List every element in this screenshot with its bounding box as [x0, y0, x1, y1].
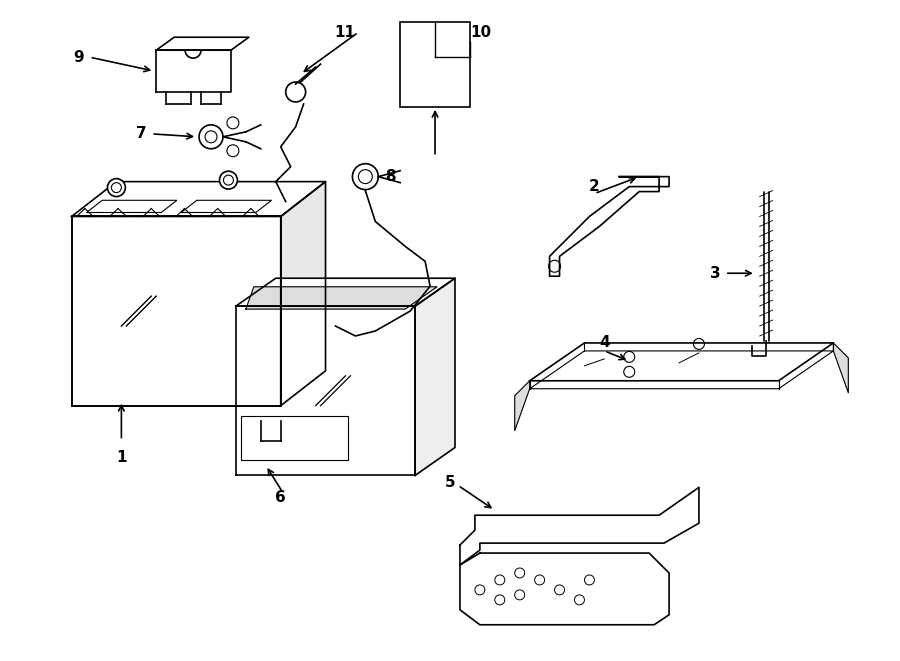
- Polygon shape: [550, 176, 669, 276]
- Circle shape: [199, 125, 223, 149]
- Circle shape: [227, 117, 239, 129]
- Circle shape: [515, 590, 525, 600]
- Text: 5: 5: [445, 475, 455, 490]
- Circle shape: [475, 585, 485, 595]
- Bar: [400, 22, 470, 107]
- Circle shape: [285, 82, 306, 102]
- Circle shape: [495, 575, 505, 585]
- Circle shape: [694, 338, 705, 350]
- Text: 1: 1: [116, 451, 127, 465]
- Circle shape: [584, 575, 594, 585]
- Text: 2: 2: [589, 179, 599, 194]
- Circle shape: [205, 131, 217, 143]
- Polygon shape: [236, 278, 455, 306]
- Polygon shape: [236, 306, 415, 475]
- Text: 3: 3: [710, 266, 721, 281]
- Circle shape: [495, 595, 505, 605]
- Polygon shape: [460, 487, 699, 565]
- Text: 4: 4: [599, 335, 609, 350]
- Circle shape: [323, 316, 347, 340]
- Circle shape: [329, 322, 341, 334]
- Polygon shape: [281, 182, 326, 406]
- Circle shape: [624, 366, 634, 377]
- Polygon shape: [157, 37, 248, 50]
- Polygon shape: [181, 200, 272, 212]
- Text: 6: 6: [274, 490, 285, 505]
- Text: 7: 7: [136, 126, 147, 141]
- Text: 11: 11: [335, 24, 356, 40]
- Polygon shape: [460, 553, 669, 625]
- Text: 9: 9: [73, 50, 84, 65]
- Polygon shape: [415, 278, 455, 475]
- Circle shape: [554, 585, 564, 595]
- Polygon shape: [157, 50, 231, 92]
- Text: 10: 10: [470, 24, 491, 40]
- Text: 8: 8: [385, 169, 396, 184]
- Circle shape: [227, 145, 239, 157]
- Polygon shape: [72, 217, 281, 406]
- Circle shape: [624, 352, 634, 362]
- Circle shape: [574, 595, 584, 605]
- Circle shape: [358, 170, 373, 184]
- Polygon shape: [530, 343, 833, 381]
- Bar: [241, 416, 348, 461]
- Circle shape: [353, 164, 378, 190]
- Polygon shape: [72, 182, 326, 217]
- Polygon shape: [515, 381, 530, 430]
- Polygon shape: [86, 200, 177, 212]
- Circle shape: [515, 568, 525, 578]
- Polygon shape: [833, 343, 849, 393]
- Circle shape: [112, 182, 122, 192]
- Polygon shape: [246, 287, 437, 309]
- Circle shape: [185, 42, 201, 58]
- Circle shape: [223, 175, 233, 185]
- Circle shape: [549, 260, 561, 272]
- Circle shape: [535, 575, 544, 585]
- Circle shape: [107, 178, 125, 196]
- Circle shape: [220, 171, 238, 189]
